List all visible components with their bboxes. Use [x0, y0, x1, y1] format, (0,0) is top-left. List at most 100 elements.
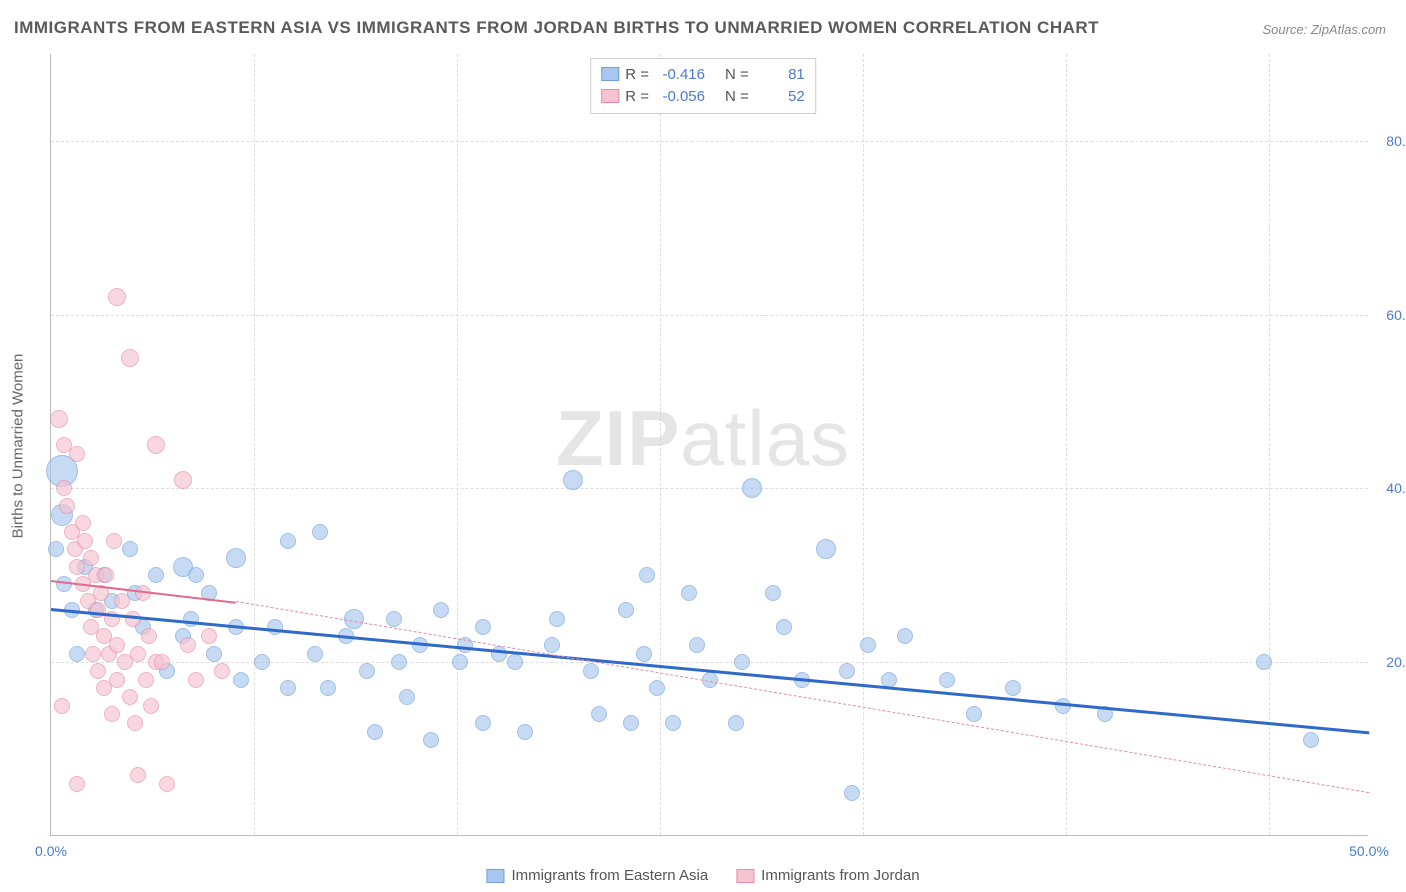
gridline-h — [51, 662, 1368, 663]
n-value-series2: 52 — [755, 88, 805, 105]
data-point — [939, 672, 955, 688]
data-point — [765, 585, 781, 601]
data-point — [85, 646, 101, 662]
stats-row-series1: R = -0.416 N = 81 — [601, 63, 805, 85]
data-point — [83, 550, 99, 566]
data-point — [386, 611, 402, 627]
gridline-h — [51, 315, 1368, 316]
data-point — [206, 646, 222, 662]
data-point — [69, 646, 85, 662]
ytick-label: 80.0% — [1386, 133, 1406, 149]
data-point — [69, 446, 85, 462]
data-point — [689, 637, 705, 653]
data-point — [649, 680, 665, 696]
legend-label-series1: Immigrants from Eastern Asia — [511, 867, 708, 884]
data-point — [159, 776, 175, 792]
data-point — [141, 628, 157, 644]
chart-title: IMMIGRANTS FROM EASTERN ASIA VS IMMIGRAN… — [14, 18, 1099, 38]
gridline-v — [254, 54, 255, 835]
stats-row-series2: R = -0.056 N = 52 — [601, 85, 805, 107]
data-point — [174, 471, 192, 489]
xtick-label: 50.0% — [1349, 843, 1389, 859]
data-point — [201, 628, 217, 644]
data-point — [122, 541, 138, 557]
data-point — [214, 663, 230, 679]
data-point — [69, 776, 85, 792]
data-point — [180, 637, 196, 653]
gridline-v — [457, 54, 458, 835]
data-point — [148, 567, 164, 583]
data-point — [121, 349, 139, 367]
data-point — [56, 480, 72, 496]
data-point — [591, 706, 607, 722]
data-point — [665, 715, 681, 731]
data-point — [681, 585, 697, 601]
data-point — [636, 646, 652, 662]
data-point — [106, 533, 122, 549]
n-label: N = — [725, 66, 749, 83]
trend-line — [51, 608, 1369, 734]
data-point — [1303, 732, 1319, 748]
r-value-series2: -0.056 — [655, 88, 705, 105]
data-point — [475, 715, 491, 731]
stats-legend: R = -0.416 N = 81 R = -0.056 N = 52 — [590, 58, 816, 114]
data-point — [307, 646, 323, 662]
r-label-2: R = — [625, 88, 649, 105]
data-point — [130, 767, 146, 783]
data-point — [114, 593, 130, 609]
data-point — [549, 611, 565, 627]
data-point — [359, 663, 375, 679]
data-point — [816, 539, 836, 559]
data-point — [475, 619, 491, 635]
data-point — [188, 567, 204, 583]
data-point — [122, 689, 138, 705]
plot-area: 20.0%40.0%60.0%80.0%0.0%50.0% — [50, 54, 1368, 836]
data-point — [138, 672, 154, 688]
y-axis-title: Births to Unmarried Women — [10, 354, 27, 539]
data-point — [776, 619, 792, 635]
data-point — [618, 602, 634, 618]
data-point — [154, 654, 170, 670]
data-point — [734, 654, 750, 670]
gridline-v — [1066, 54, 1067, 835]
data-point — [50, 410, 68, 428]
data-point — [433, 602, 449, 618]
data-point — [104, 706, 120, 722]
data-point — [728, 715, 744, 731]
data-point — [544, 637, 560, 653]
swatch-series2 — [601, 89, 619, 103]
gridline-h — [51, 141, 1368, 142]
data-point — [226, 548, 246, 568]
data-point — [233, 672, 249, 688]
data-point — [367, 724, 383, 740]
data-point — [109, 637, 125, 653]
data-point — [77, 533, 93, 549]
n-label-2: N = — [725, 88, 749, 105]
data-point — [517, 724, 533, 740]
legend-item-series2: Immigrants from Jordan — [736, 867, 919, 884]
ytick-label: 60.0% — [1386, 307, 1406, 323]
data-point — [188, 672, 204, 688]
gridline-v — [1269, 54, 1270, 835]
data-point — [423, 732, 439, 748]
data-point — [507, 654, 523, 670]
source-attribution: Source: ZipAtlas.com — [1262, 22, 1386, 37]
data-point — [75, 515, 91, 531]
legend-item-series1: Immigrants from Eastern Asia — [486, 867, 708, 884]
swatch-series1-b — [486, 869, 504, 883]
r-label: R = — [625, 66, 649, 83]
data-point — [839, 663, 855, 679]
data-point — [127, 715, 143, 731]
data-point — [130, 646, 146, 662]
legend-label-series2: Immigrants from Jordan — [761, 867, 919, 884]
data-point — [254, 654, 270, 670]
data-point — [563, 470, 583, 490]
n-value-series1: 81 — [755, 66, 805, 83]
data-point — [1005, 680, 1021, 696]
r-value-series1: -0.416 — [655, 66, 705, 83]
ytick-label: 20.0% — [1386, 654, 1406, 670]
gridline-v — [660, 54, 661, 835]
data-point — [320, 680, 336, 696]
data-point — [391, 654, 407, 670]
data-point — [452, 654, 468, 670]
